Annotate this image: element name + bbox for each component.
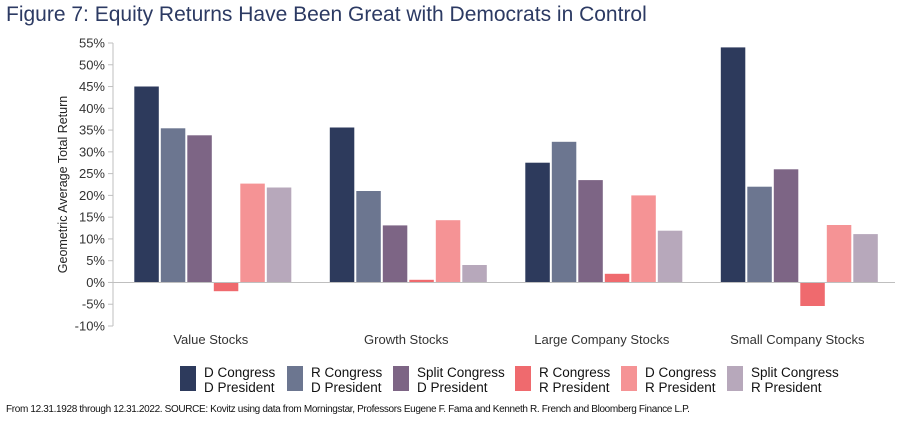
y-tick-label: 15%: [79, 210, 105, 225]
y-tick-label: 10%: [79, 231, 105, 246]
y-tick-label: 50%: [79, 57, 105, 72]
y-tick-label: 40%: [79, 101, 105, 116]
bar: [160, 128, 186, 283]
bar: [240, 183, 265, 283]
y-tick-label: -10%: [75, 319, 106, 334]
legend-swatch: [515, 366, 531, 391]
bars: [134, 47, 878, 306]
legend-label: D Congress: [645, 365, 717, 380]
source-note: From 12.31.1928 through 12.31.2022. SOUR…: [6, 404, 690, 415]
bar: [604, 273, 630, 283]
legend-label: R President: [645, 380, 716, 395]
y-tick-label: 30%: [79, 144, 105, 159]
legend-label: R President: [539, 380, 610, 395]
bar: [773, 169, 799, 283]
bar: [853, 234, 878, 283]
bar: [435, 220, 461, 283]
legend-swatch: [727, 366, 743, 391]
bar: [134, 86, 159, 283]
legend-swatch: [621, 366, 637, 391]
bar: [578, 180, 603, 283]
y-tick-label: 35%: [79, 123, 105, 138]
bar: [356, 191, 381, 283]
bar: [826, 225, 852, 283]
legend-label: R President: [751, 380, 822, 395]
bar: [657, 230, 683, 283]
bar: [631, 195, 656, 283]
y-axis-title: Geometric Average Total Return: [56, 96, 70, 273]
bar: [266, 187, 292, 283]
y-tick-label: 0%: [86, 275, 105, 290]
chart-title: Figure 7: Equity Returns Have Been Great…: [6, 3, 647, 26]
y-tick-label: 5%: [86, 253, 105, 268]
bar: [720, 47, 746, 283]
bar: [800, 282, 825, 306]
legend-label: D President: [417, 380, 488, 395]
y-tick-label: 20%: [79, 188, 105, 203]
legend-label: D Congress: [204, 365, 276, 380]
x-category-label: Large Company Stocks: [534, 332, 670, 347]
x-category-label: Growth Stocks: [364, 332, 449, 347]
legend-swatch: [393, 366, 409, 391]
legend-label: D President: [204, 380, 275, 395]
legend-swatch: [287, 366, 303, 391]
legend-swatch: [180, 366, 196, 391]
bar: [462, 265, 487, 283]
x-category-label: Value Stocks: [173, 332, 248, 347]
bar: [213, 282, 239, 292]
y-tick-label: 25%: [79, 166, 105, 181]
y-axis: -10% -5% 0% 5% 10% 15% 20% 25% 30% 35% 40% 45% 50% 55…: [56, 36, 114, 334]
bar: [187, 135, 212, 283]
y-tick-label: 55%: [79, 36, 105, 51]
y-tick-label: 45%: [79, 79, 105, 94]
chart: -10% -5% 0% 5% 10% 15% 20% 25% 30% 35% 40% 45% 50% 55…: [56, 36, 895, 395]
legend-label: R Congress: [311, 365, 383, 380]
x-axis: Value Stocks Growth Stocks Large Company S…: [113, 281, 895, 347]
y-tick-label: -5%: [82, 297, 106, 312]
legend-label: Split Congress: [417, 365, 505, 380]
bar: [525, 162, 550, 283]
bar: [747, 186, 772, 283]
bar: [329, 127, 355, 283]
bar: [382, 225, 408, 283]
x-category-label: Small Company Stocks: [730, 332, 865, 347]
legend-label: R Congress: [539, 365, 611, 380]
bar: [551, 141, 577, 283]
legend-label: D President: [311, 380, 382, 395]
bar: [409, 279, 434, 283]
legend-label: Split Congress: [751, 365, 839, 380]
